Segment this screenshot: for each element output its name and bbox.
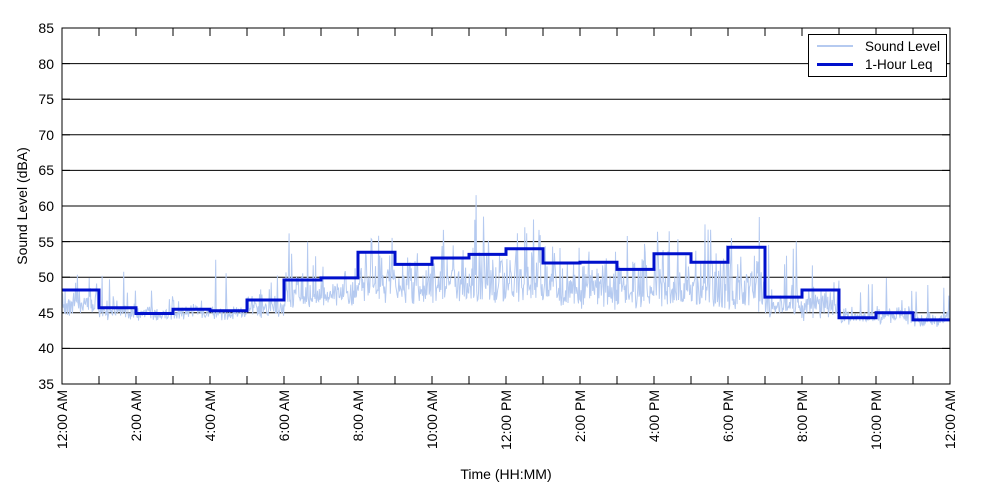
x-tick-label: 2:00 PM [572, 390, 588, 443]
y-tick-label: 40 [38, 340, 54, 357]
plot-border [61, 27, 951, 385]
y-tick-label: 45 [38, 304, 54, 321]
x-tick-label: 6:00 PM [720, 390, 736, 443]
x-tick-label: 4:00 AM [202, 390, 218, 442]
x-tick-label: 8:00 PM [794, 390, 810, 443]
y-tick-label: 80 [38, 55, 54, 72]
x-tick-label: 12:00 AM [942, 390, 958, 450]
x-tick-label: 12:00 PM [498, 390, 514, 450]
x-tick-label: 10:00 PM [868, 390, 884, 450]
sound-level-legend-line [817, 45, 853, 48]
y-tick-label: 60 [38, 198, 54, 214]
y-tick-label: 55 [38, 233, 54, 250]
leq-step-line [62, 245, 950, 322]
y-tick-label: 35 [38, 376, 54, 392]
x-tick-label: 4:00 PM [646, 390, 662, 443]
x-tick-label: 2:00 AM [128, 390, 144, 442]
legend-label-leq: 1-Hour Leq [865, 57, 933, 73]
x-tick-label: 12:00 AM [54, 390, 70, 450]
legend-item-sound-level: Sound Level [817, 39, 946, 54]
legend-label-sound-level: Sound Level [865, 38, 941, 54]
x-axis-title: Time (HH:MM) [460, 466, 552, 482]
sound-level-line [62, 195, 950, 327]
y-tick-label: 75 [38, 91, 54, 108]
y-tick-label: 70 [38, 126, 54, 143]
y-tick-label: 65 [38, 162, 54, 179]
x-tick-label: 6:00 AM [276, 390, 292, 442]
legend: Sound Level 1-Hour Leq [808, 34, 947, 77]
x-tick-label: 10:00 AM [424, 390, 440, 450]
x-tick-label: 8:00 AM [350, 390, 366, 442]
leq-legend-line [817, 63, 853, 67]
legend-item-leq: 1-Hour Leq [817, 57, 946, 72]
y-tick-label: 85 [38, 20, 54, 36]
y-tick-label: 50 [38, 269, 54, 286]
